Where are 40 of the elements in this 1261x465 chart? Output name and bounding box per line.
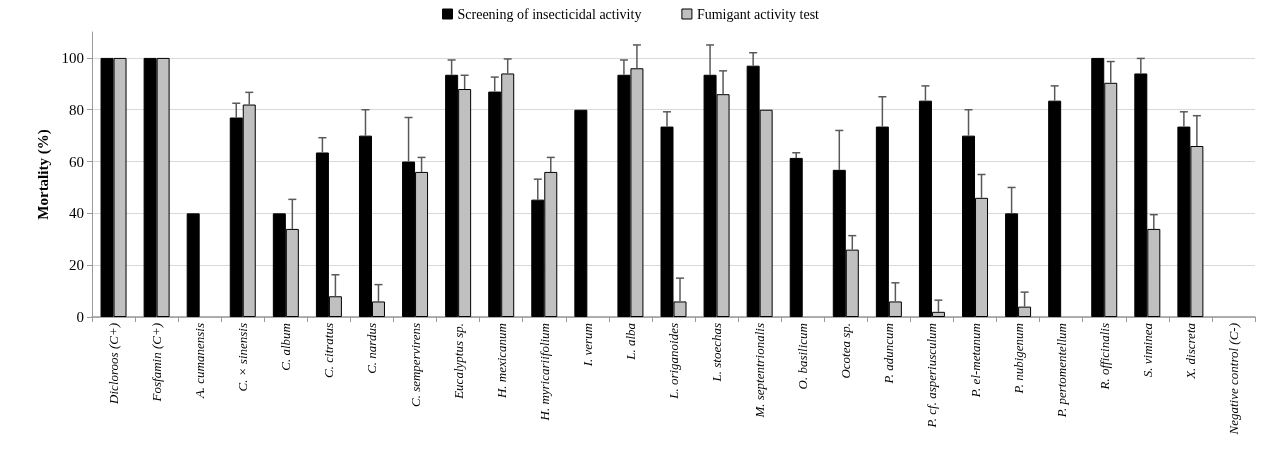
x-tick-label: P. el-metanum [967, 323, 983, 399]
bar [789, 157, 803, 317]
y-tick-label: 60 [69, 153, 84, 170]
y-axis-title: Mortality (%) [34, 129, 52, 220]
x-tick-label: H. mexicanum [493, 323, 509, 400]
x-tick-label: Ocotea sp. [838, 323, 854, 379]
x-tick-label: H. myricariifolium [536, 323, 552, 422]
x-tick-label: C. citratus [321, 323, 337, 378]
x-tick-label: C. album [278, 323, 294, 371]
x-tick-label: P. pertomentellum [1053, 323, 1069, 419]
x-tick-label: R. officinalis [1096, 323, 1112, 391]
x-tick-label: Fosfamin (C+) [149, 323, 165, 403]
bar [186, 213, 200, 317]
x-tick-label: P. aduncum [881, 323, 897, 385]
x-tick-label: P. cf. asperiusculum [924, 323, 940, 429]
x-tick-label: L. alba [622, 322, 638, 361]
x-tick-label: L. stoechas [709, 323, 725, 383]
legend-label: Fumigant activity test [696, 6, 820, 22]
x-tick-label: Dicloroos (C+) [106, 323, 122, 405]
legend-label: Screening of insecticidal activity [457, 6, 642, 22]
x-tick-label: C. × sinensis [235, 323, 251, 392]
bar [574, 109, 588, 317]
x-tick-label: Negative control (C-) [1225, 323, 1241, 436]
x-tick-label: P. nubigenum [1010, 323, 1026, 395]
x-tick-label: O. basilicum [795, 323, 811, 390]
x-tick-label: S. viminea [1139, 322, 1155, 378]
x-tick-label: L. origanoides [666, 323, 681, 400]
x-tick-label: M. septentrionalis [752, 323, 768, 419]
x-tick-label: A. cumanensis [192, 323, 208, 400]
y-tick-label: 0 [76, 309, 84, 325]
x-tick-label: C. sempervirens [407, 323, 423, 408]
y-tick-label: 20 [69, 257, 84, 274]
x-tick-label: C. nardus [364, 323, 380, 374]
x-tick-label: Eucalyptus sp. [450, 323, 466, 400]
y-tick-label: 40 [69, 205, 84, 222]
y-tick-label: 100 [61, 49, 84, 66]
y-tick-label: 80 [69, 101, 84, 118]
x-tick-label: I. verum [579, 323, 595, 368]
bar [1048, 100, 1062, 317]
x-tick-label: X. discreta [1182, 322, 1198, 380]
